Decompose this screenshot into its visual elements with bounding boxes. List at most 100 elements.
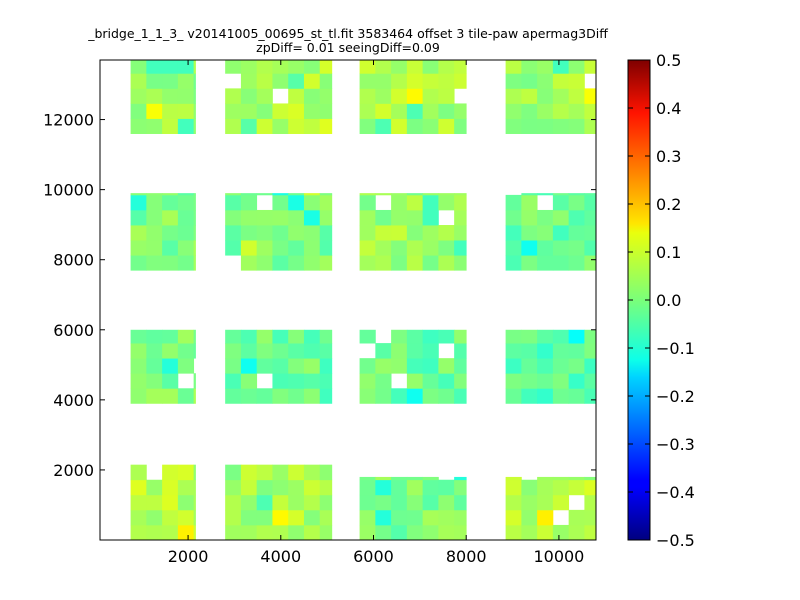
heatmap-cell [225, 509, 242, 526]
heatmap-cell [303, 103, 321, 119]
heatmap-cell [552, 118, 570, 134]
heatmap-cell [521, 329, 538, 344]
heatmap-cell [319, 118, 333, 134]
heatmap-cell [537, 329, 554, 344]
heatmap-cell [240, 358, 258, 374]
heatmap-cell [177, 388, 195, 404]
heatmap-cell [359, 476, 376, 481]
heatmap-cell [303, 240, 321, 256]
heatmap-cell [406, 255, 424, 271]
heatmap-cell [584, 509, 597, 526]
heatmap-cell [406, 388, 424, 404]
heatmap-cell [537, 118, 554, 134]
heatmap-cell [240, 88, 258, 104]
heatmap-cell [130, 209, 147, 226]
heatmap-cell [422, 479, 439, 496]
heatmap-cell [537, 225, 554, 241]
heatmap-cell [454, 193, 467, 196]
heatmap-cell [406, 225, 424, 241]
heatmap-cell [272, 358, 289, 374]
heatmap-cell [552, 476, 570, 481]
heatmap-cell [288, 388, 305, 404]
heatmap-cell [272, 524, 289, 541]
heatmap-cell [162, 255, 179, 271]
heatmap-cell [537, 388, 554, 404]
heatmap-cell [438, 103, 455, 119]
heatmap-cell [162, 479, 179, 496]
heatmap-cell [552, 479, 570, 496]
heatmap-cell [240, 209, 258, 226]
heatmap-cell [146, 494, 163, 511]
heatmap-cell [537, 193, 554, 196]
heatmap-cell [193, 255, 196, 271]
heatmap-cell [406, 479, 424, 496]
heatmap-cell [193, 73, 196, 89]
heatmap-cell [359, 73, 376, 89]
x-tick-label: 6000 [353, 547, 394, 566]
heatmap-cell [537, 509, 554, 526]
colorbar-tick-label: −0.4 [656, 483, 695, 502]
heatmap-cell [375, 209, 392, 226]
heatmap-cell [438, 358, 455, 374]
heatmap-cell [521, 373, 538, 389]
heatmap-cell [272, 479, 289, 496]
heatmap-cell [130, 494, 147, 511]
heatmap-cell [454, 479, 467, 496]
heatmap-cell [240, 343, 258, 359]
heatmap-cell [375, 479, 392, 496]
heatmap-cell [303, 524, 321, 541]
heatmap-cell [391, 60, 408, 74]
heatmap-cell [256, 479, 273, 496]
heatmap-cell [319, 494, 333, 511]
heatmap-cell [193, 193, 196, 196]
heatmap-cell [240, 494, 258, 511]
heatmap-cell [406, 373, 424, 389]
heatmap-cell [568, 193, 585, 196]
heatmap-cell [359, 494, 376, 511]
heatmap-cell [240, 194, 258, 211]
heatmap-cell [438, 388, 455, 404]
heatmap-cell [288, 225, 305, 241]
heatmap-cell [240, 464, 258, 481]
heatmap-cell [177, 193, 195, 196]
heatmap-cell [406, 73, 424, 89]
heatmap-cell [130, 193, 147, 196]
heatmap-cell [256, 60, 273, 74]
heatmap-cell [521, 255, 538, 271]
heatmap-cell [146, 524, 163, 541]
heatmap-cell [193, 343, 196, 359]
heatmap-cell [146, 358, 163, 374]
heatmap-cell [240, 73, 258, 89]
heatmap-cell [225, 225, 242, 241]
heatmap-cell [256, 225, 273, 241]
heatmap-cell [584, 103, 597, 119]
heatmap-cell [438, 509, 455, 526]
chart-title-line2: zpDiff= 0.01 seeingDiff=0.09 [256, 40, 440, 55]
heatmap-cell [303, 88, 321, 104]
heatmap-cell [225, 388, 242, 404]
heatmap-cell [319, 255, 333, 271]
heatmap-cell [303, 358, 321, 374]
heatmap-cell [505, 60, 522, 74]
heatmap-cell [521, 343, 538, 359]
heatmap-cell [521, 103, 538, 119]
heatmap-cell [272, 373, 289, 389]
heatmap-cell [162, 193, 179, 196]
heatmap-cell [162, 388, 179, 404]
heatmap-cell [130, 60, 147, 74]
heatmap-cell [225, 103, 242, 119]
heatmap-cell [225, 329, 242, 344]
heatmap-cell [272, 60, 289, 74]
heatmap-cell [406, 329, 424, 344]
heatmap-cell [240, 60, 258, 74]
x-tick-label: 4000 [260, 547, 301, 566]
heatmap-cell [584, 494, 597, 511]
heatmap-cell [359, 479, 376, 496]
heatmap-cell [391, 479, 408, 496]
heatmap-cell [584, 476, 597, 481]
heatmap-cell [391, 103, 408, 119]
heatmap-cell [319, 343, 333, 359]
heatmap-cell [438, 60, 455, 74]
heatmap-cell [319, 194, 333, 211]
heatmap-cell [162, 329, 179, 344]
